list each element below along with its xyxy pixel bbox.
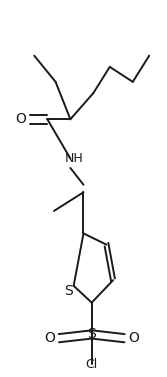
Text: O: O	[128, 331, 139, 345]
Text: NH: NH	[64, 152, 83, 165]
Text: O: O	[44, 331, 55, 345]
Text: O: O	[16, 112, 27, 126]
Text: Cl: Cl	[86, 358, 98, 371]
Text: S: S	[87, 328, 96, 342]
Text: S: S	[64, 284, 73, 299]
